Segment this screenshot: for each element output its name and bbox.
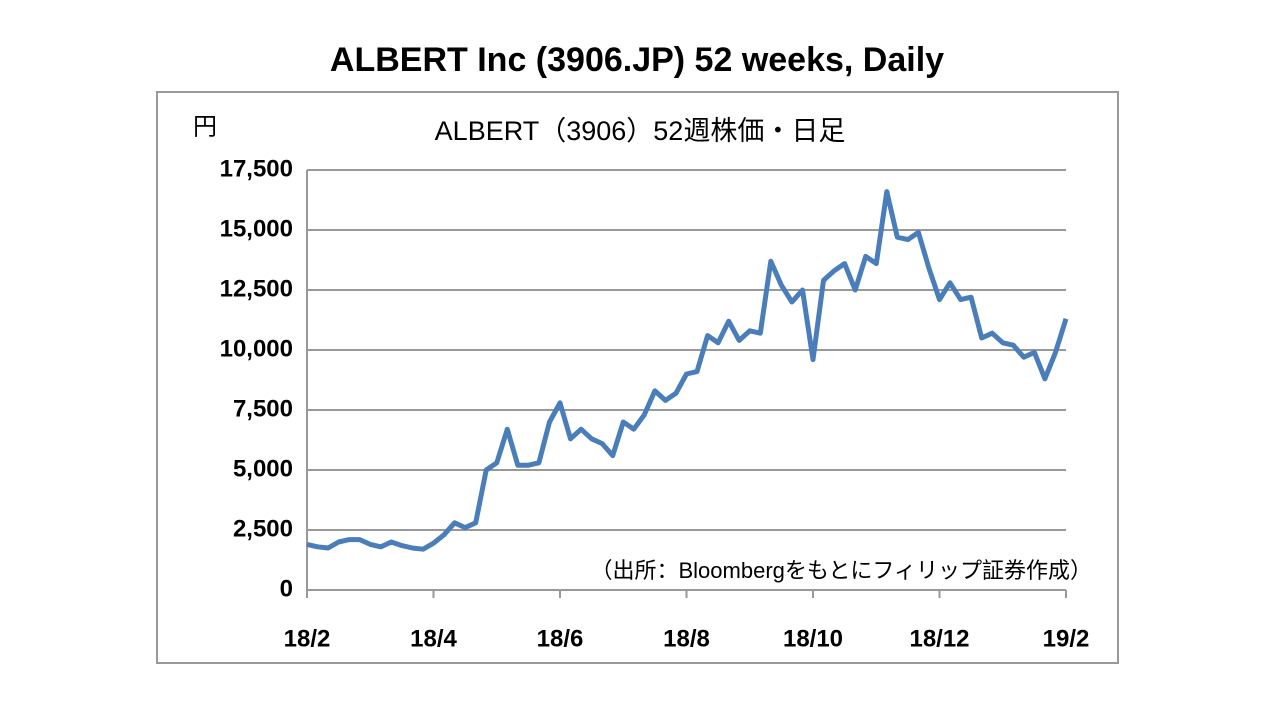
y-tick-label: 5,000 (233, 455, 293, 482)
x-tick-label: 18/2 (284, 625, 331, 652)
chart-subtitle: ALBERT（3906）52週株価・日足 (435, 116, 846, 146)
y-axis-label: 円 (193, 113, 217, 140)
source-note: （出所：Bloombergをもとにフィリップ証券作成） (590, 558, 1092, 583)
chart-title: ALBERT Inc (3906.JP) 52 weeks, Daily (330, 41, 944, 79)
y-tick-label: 12,500 (220, 275, 293, 302)
chart-frame (156, 91, 1119, 664)
x-tick-label: 18/10 (783, 625, 843, 652)
y-tick-label: 7,500 (233, 395, 293, 422)
x-tick-label: 18/6 (537, 625, 584, 652)
y-tick-label: 0 (280, 575, 293, 602)
y-tick-label: 2,500 (233, 515, 293, 542)
price-line (306, 189, 1069, 552)
y-tick-label: 15,000 (220, 215, 293, 242)
x-tick-label: 19/2 (1043, 625, 1090, 652)
x-tick-label: 18/12 (909, 625, 969, 652)
y-tick-label: 17,500 (220, 155, 293, 182)
x-tick-label: 18/8 (663, 625, 710, 652)
y-tick-label: 10,000 (220, 335, 293, 362)
x-tick-label: 18/4 (410, 625, 457, 652)
